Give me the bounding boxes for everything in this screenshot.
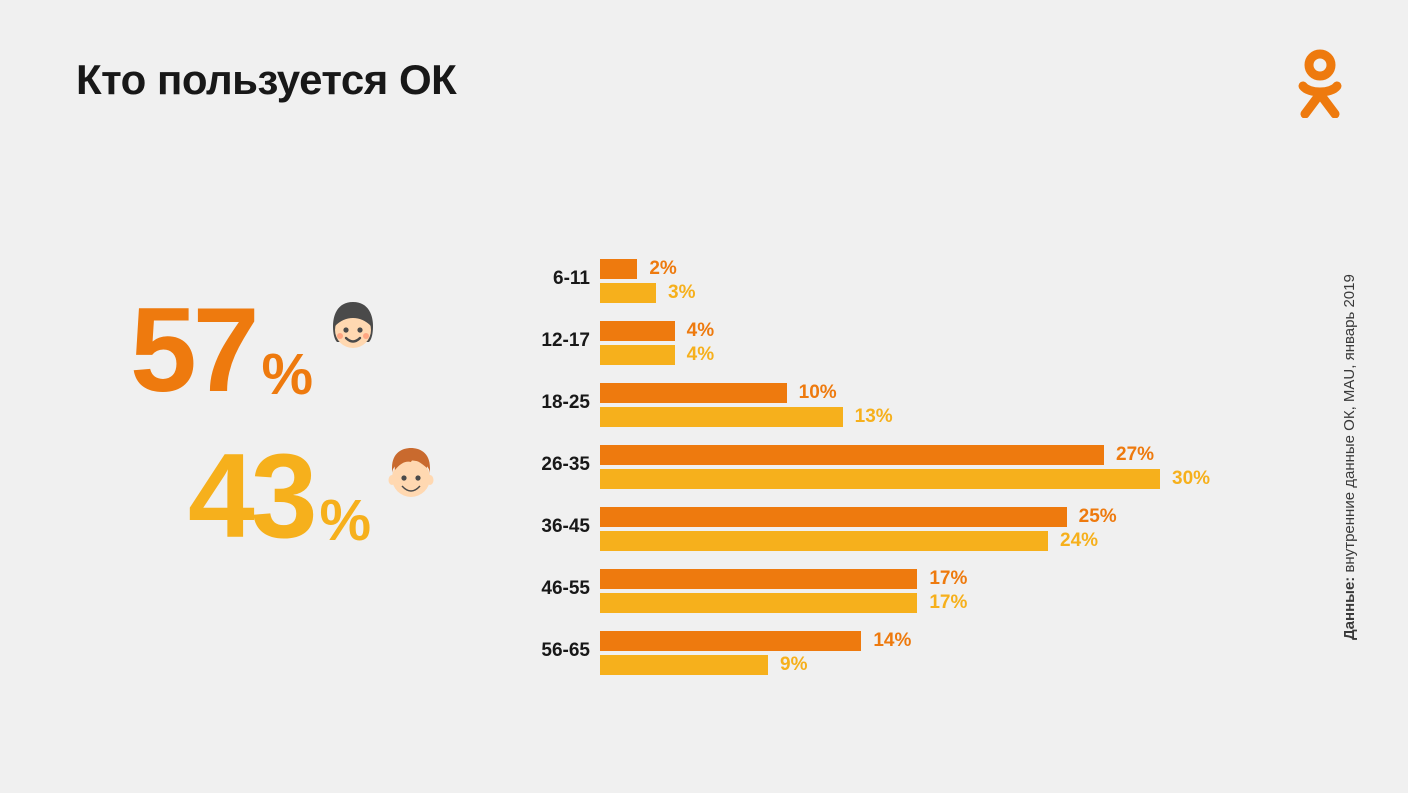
bar-value-male: 4% [687,344,714,366]
bar-row-male: 13% [600,406,1248,428]
bar-male [600,593,917,613]
bar-female [600,321,675,341]
bar-value-male: 17% [929,592,967,614]
bars-wrap: 17%17% [600,568,1248,616]
source-text: внутренние данные ОК, MAU, январь 2019 [1341,274,1358,577]
male-value: 43 [188,436,313,556]
bar-female [600,569,917,589]
bar-female [600,507,1067,527]
bar-row-male: 30% [600,468,1248,490]
bars-wrap: 25%24% [600,506,1248,554]
bar-female [600,259,637,279]
age-group-label: 26-35 [528,444,600,476]
bar-value-male: 3% [668,282,695,304]
age-group-label: 36-45 [528,506,600,538]
bar-value-male: 13% [855,406,893,428]
bar-value-female: 10% [799,382,837,404]
bar-male [600,469,1160,489]
bar-value-female: 25% [1079,506,1117,528]
ok-logo-icon [1292,48,1348,118]
age-group: 12-174%4% [528,320,1248,368]
bar-male [600,283,656,303]
age-distribution-chart: 6-112%3%12-174%4%18-2510%13%26-3527%30%3… [528,258,1248,692]
bars-wrap: 2%3% [600,258,1248,306]
bar-row-female: 4% [600,320,1248,342]
bar-row-female: 17% [600,568,1248,590]
age-group: 6-112%3% [528,258,1248,306]
male-pct: % [319,487,371,554]
female-face-icon [321,296,385,360]
bar-female [600,445,1104,465]
bar-male [600,531,1048,551]
age-group-label: 46-55 [528,568,600,600]
female-pct: % [261,341,313,408]
bar-row-male: 9% [600,654,1248,676]
data-source-note: Данные: внутренние данные ОК, MAU, январ… [1341,200,1358,640]
age-group-label: 6-11 [528,258,600,290]
bar-value-female: 4% [687,320,714,342]
female-stat: 57 % [130,290,443,410]
bars-wrap: 10% 13% [600,382,1248,430]
male-stat: 43 % [188,436,443,556]
age-group: 18-25 10% 13% [528,382,1248,430]
bars-wrap: 27% 30% [600,444,1248,492]
bars-wrap: 4%4% [600,320,1248,368]
bar-value-female: 27% [1116,444,1154,466]
bar-value-female: 17% [929,568,967,590]
bar-row-female: 25% [600,506,1248,528]
gender-split: 57 % 43 % [130,290,443,556]
bar-row-female: 2% [600,258,1248,280]
bar-male [600,345,675,365]
bar-row-female: 27% [600,444,1248,466]
bar-row-male: 4% [600,344,1248,366]
age-group-label: 18-25 [528,382,600,414]
page-title: Кто пользуется ОК [76,56,456,104]
bar-value-female: 14% [873,630,911,652]
bar-value-male: 24% [1060,530,1098,552]
bar-value-male: 30% [1172,468,1210,490]
bar-row-male: 24% [600,530,1248,552]
bar-male [600,655,768,675]
bar-row-female: 10% [600,382,1248,404]
bars-wrap: 14% 9% [600,630,1248,678]
age-group-label: 56-65 [528,630,600,662]
age-group: 26-35 27% 30% [528,444,1248,492]
bar-row-female: 14% [600,630,1248,652]
bar-male [600,407,843,427]
age-group: 36-4525%24% [528,506,1248,554]
age-group-label: 12-17 [528,320,600,352]
bar-value-female: 2% [649,258,676,280]
source-prefix: Данные: [1341,577,1358,640]
age-group: 56-65 14% 9% [528,630,1248,678]
age-group: 46-5517%17% [528,568,1248,616]
bar-row-male: 17% [600,592,1248,614]
bar-row-male: 3% [600,282,1248,304]
bar-female [600,631,861,651]
male-face-icon [379,442,443,506]
bar-value-male: 9% [780,654,807,676]
female-value: 57 [130,290,255,410]
bar-female [600,383,787,403]
